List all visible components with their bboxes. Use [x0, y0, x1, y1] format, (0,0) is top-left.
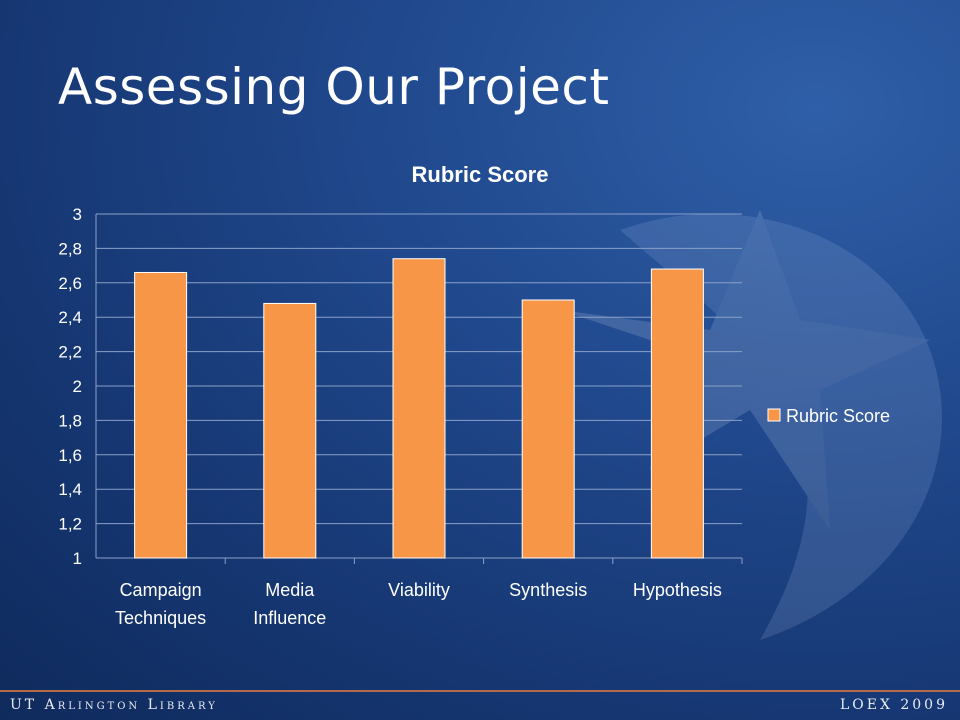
footer-divider: [0, 690, 960, 692]
x-category-label: Viability: [388, 580, 450, 600]
bar: [521, 299, 575, 559]
legend-swatch: [767, 408, 781, 422]
y-tick-label: 1,6: [58, 446, 82, 465]
legend-label: Rubric Score: [786, 406, 890, 426]
y-tick-label: 1,2: [58, 515, 82, 534]
y-tick-label: 2: [73, 377, 82, 396]
slide-title: Assessing Our Project: [58, 58, 610, 116]
bar: [392, 258, 446, 559]
y-tick-label: 1,8: [58, 411, 82, 430]
y-tick-label: 2,8: [58, 239, 82, 258]
y-tick-label: 1: [73, 549, 82, 568]
y-tick-label: 2,4: [58, 308, 82, 327]
x-category-label: Synthesis: [509, 580, 587, 600]
x-category-label: Hypothesis: [633, 580, 722, 600]
x-category-label: Campaign Techniques: [115, 580, 206, 628]
x-category-label: Media Influence: [253, 580, 326, 628]
chart-title: Rubric Score: [411, 162, 549, 187]
footer-event-label: LOEX 2009: [839, 697, 948, 713]
y-tick-label: 3: [73, 205, 82, 224]
bar: [263, 302, 317, 559]
bar-chart: 1 1,2 1,4 1,6 1,8 2 2,2 2,4 2,6 2,8 3 Campaign Techn…: [58, 205, 890, 628]
bar: [650, 268, 704, 559]
bar: [134, 271, 188, 559]
y-tick-label: 1,4: [58, 480, 82, 499]
y-tick-label: 2,6: [58, 274, 82, 293]
footer-org-label: UT Arlington Library: [10, 697, 218, 713]
y-tick-label: 2,2: [58, 343, 82, 362]
